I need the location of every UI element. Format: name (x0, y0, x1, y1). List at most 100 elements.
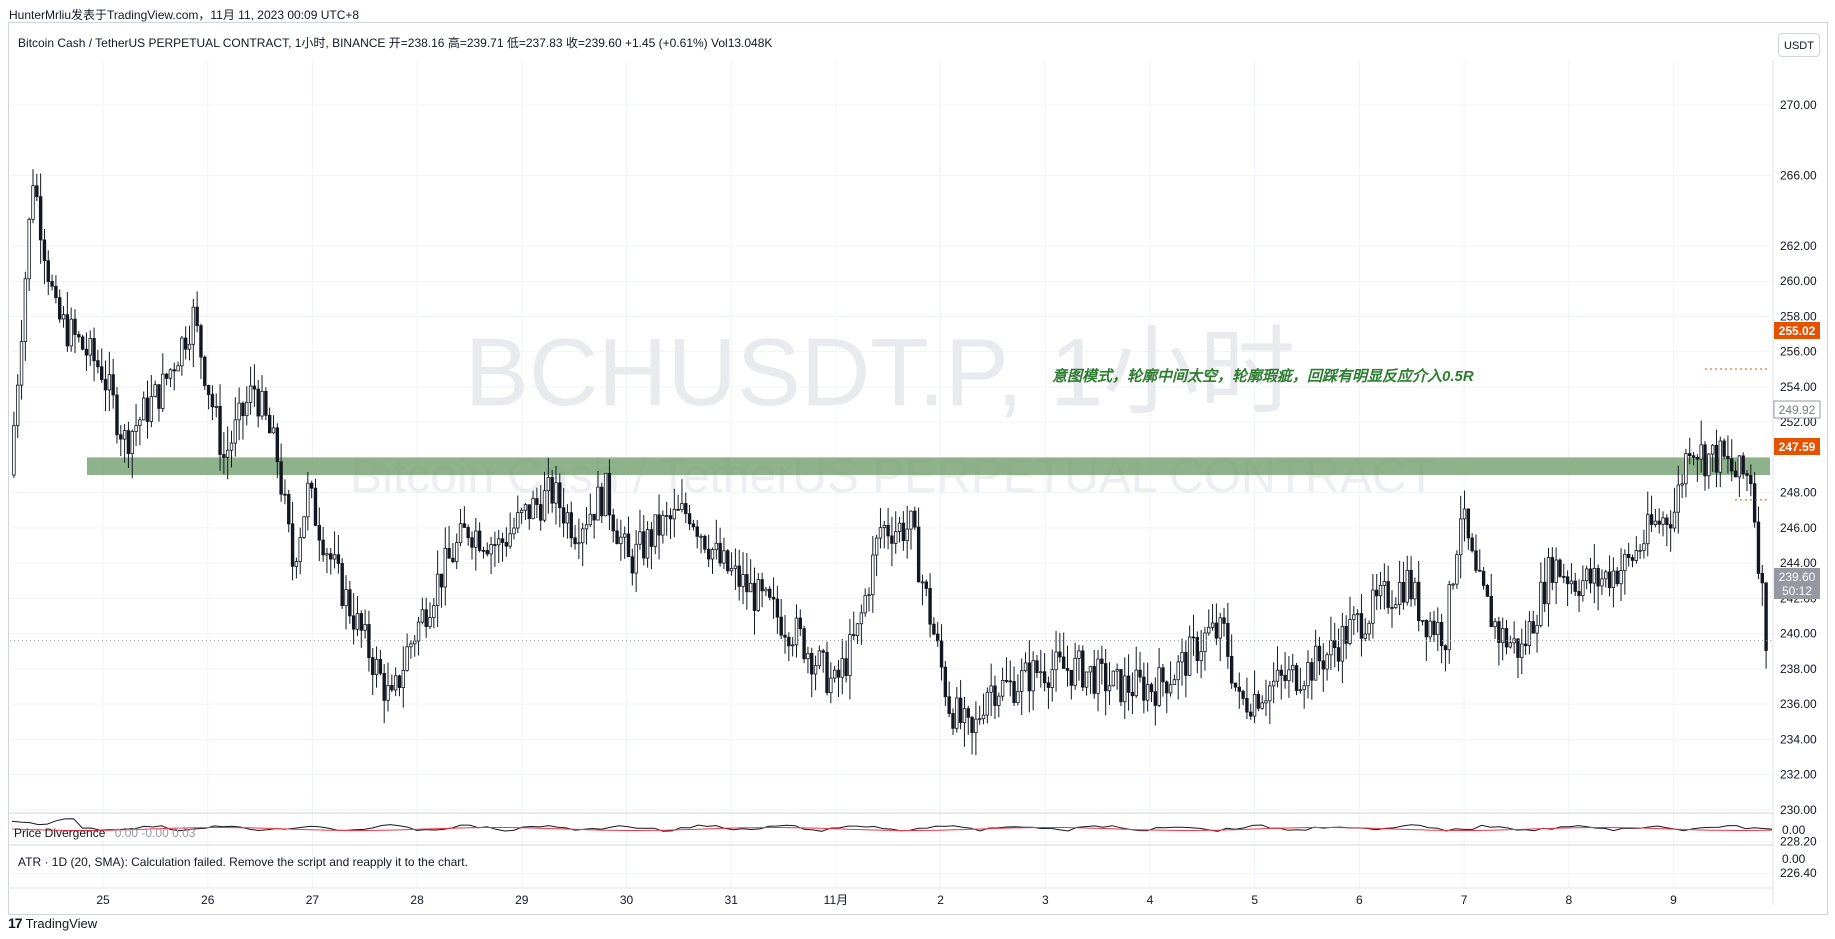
candle-body (687, 513, 692, 525)
candle-body (1325, 654, 1329, 670)
candle-body (218, 406, 222, 455)
candle-body (802, 628, 806, 660)
candle-body (790, 644, 795, 647)
candle-body (1268, 685, 1272, 702)
time-axis: 25 26 27 28 29 30 31 11月 2 3 4 5 6 7 8 9 (96, 893, 1677, 907)
candle-body (141, 397, 146, 421)
candle-body (680, 503, 684, 511)
candle-body (546, 477, 551, 492)
candle-body (287, 494, 291, 525)
candle-body (344, 589, 348, 606)
candle-body (1149, 684, 1154, 693)
candle-body (974, 718, 978, 733)
candle-body (382, 672, 386, 701)
price-axis: 270.00 266.00 262.00 260.00 258.00 256.00 254.… (1780, 98, 1817, 880)
candle-body (61, 314, 66, 320)
symbol-legend: Bitcoin Cash / TetherUS PERPETUAL CONTRA… (18, 36, 773, 50)
candle-body (1432, 620, 1436, 636)
candle-body (1523, 643, 1528, 647)
candle-body (222, 454, 226, 458)
candle-body (1218, 617, 1222, 639)
middle-price-label-bg (1773, 400, 1821, 419)
candle-body (405, 646, 409, 671)
candle-body (1313, 645, 1318, 681)
candle-body (329, 553, 333, 560)
candle-body (913, 510, 917, 528)
candle-body (435, 573, 440, 606)
candle-body (153, 384, 157, 397)
candle-body (134, 425, 138, 432)
candle-body (1409, 569, 1413, 600)
candle-body (1684, 453, 1688, 485)
candle-body (771, 596, 776, 600)
candle-body (859, 612, 864, 625)
candle-body (997, 695, 1001, 706)
candle-body (718, 542, 722, 564)
candle-body (596, 486, 600, 521)
candle-body (1634, 550, 1638, 561)
time-tick-label: 31 (725, 893, 739, 907)
candle-body (966, 708, 970, 718)
candle-body (1508, 642, 1513, 648)
candle-body (1741, 455, 1745, 475)
candle-body (1764, 582, 1768, 651)
candle-body (603, 472, 608, 517)
candle-body (1088, 666, 1093, 673)
candle-body (1180, 652, 1184, 663)
candle-body (378, 659, 383, 674)
candle-body (1153, 691, 1158, 706)
candle-body (531, 498, 535, 520)
candle-body (699, 535, 703, 538)
candle-body (1405, 569, 1409, 603)
candle-body (1275, 669, 1280, 682)
price-tick-label: 260.00 (1780, 274, 1817, 288)
candle-body (1111, 670, 1116, 687)
candle-body (516, 512, 520, 529)
candle-body (1023, 662, 1028, 672)
candle-body (359, 613, 363, 631)
candle-body (813, 665, 818, 675)
candle-body (428, 617, 432, 627)
candle-body (111, 374, 115, 396)
candle-body (1378, 584, 1383, 597)
price-tick-label: 240.00 (1780, 627, 1817, 641)
upper-price-label-bg (1774, 322, 1820, 339)
candle-body (65, 314, 70, 347)
candle-body (466, 527, 470, 539)
candle-body (634, 543, 638, 574)
candle-body (96, 360, 100, 368)
candle-body (1214, 622, 1219, 639)
candle-body (309, 482, 314, 489)
candle-body (477, 530, 482, 551)
candle-body (1623, 553, 1627, 571)
candle-body (1749, 475, 1753, 485)
candle-body (638, 531, 642, 545)
candle-body (69, 318, 73, 347)
candle-body (622, 533, 627, 538)
candle-body (107, 374, 112, 391)
candle-body (886, 524, 890, 537)
candle-body (676, 508, 680, 511)
candle-body (523, 504, 528, 511)
candle-body (248, 385, 253, 403)
candle-body (779, 616, 783, 636)
candle-body (1229, 656, 1234, 684)
candle-body (775, 598, 780, 618)
candle-body (283, 493, 287, 496)
candle-body (23, 278, 28, 342)
tradingview-brand[interactable]: TradingView (25, 915, 98, 931)
candle-body (550, 477, 554, 504)
candle-body (256, 388, 260, 417)
candle-body (1424, 619, 1429, 638)
candle-body (474, 530, 478, 548)
countdown-label: 50:12 (1782, 584, 1812, 598)
candle-body (1103, 663, 1108, 692)
candle-body (1478, 569, 1482, 572)
candle-body (1134, 669, 1138, 697)
time-tick-label: 11月 (824, 893, 848, 907)
candle-body (1077, 650, 1081, 659)
candle-body (1291, 665, 1295, 671)
candle-body (581, 528, 585, 544)
currency-button[interactable]: USDT (1778, 33, 1820, 57)
